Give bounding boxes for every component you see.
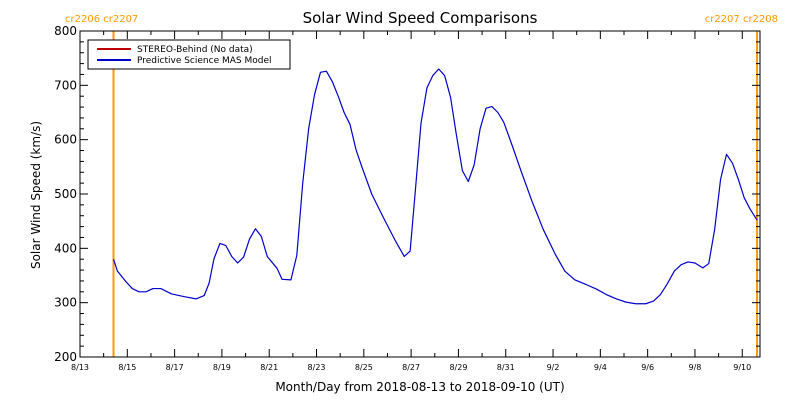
legend-box	[87, 39, 291, 70]
x-tick-label: 8/29	[449, 363, 467, 372]
x-tick-label: 8/21	[260, 363, 278, 372]
y-tick-label: 500	[54, 187, 77, 201]
x-tick-label: 9/6	[641, 363, 654, 372]
x-tick-label: 8/13	[71, 363, 89, 372]
x-tick-label: 8/15	[118, 363, 136, 372]
y-tick-label: 700	[54, 78, 77, 92]
legend-entry: Predictive Science MAS Model	[137, 56, 272, 66]
x-tick-label: 8/25	[355, 363, 373, 372]
x-tick-label: 9/4	[594, 363, 607, 372]
legend-entry: STEREO-Behind (No data)	[137, 45, 253, 55]
y-tick-label: 600	[54, 133, 77, 147]
y-tick-label: 800	[54, 24, 77, 38]
series-line	[112, 68, 758, 305]
x-tick-label: 9/10	[733, 363, 751, 372]
x-tick-label: 8/17	[166, 363, 184, 372]
carrington-marker-label: cr2206 cr2207	[65, 14, 138, 25]
y-tick-label: 400	[54, 241, 77, 255]
x-tick-label: 8/27	[402, 363, 420, 372]
axes: 200 300 400 500 600 700 800 8/13 8/15 8/17 8/19 8/2…	[54, 24, 761, 372]
y-tick-label: 200	[54, 350, 77, 364]
x-axis-label: Month/Day from 2018-08-13 to 2018-09-10 …	[275, 380, 564, 394]
series-layer	[112, 68, 758, 305]
chart-title: Solar Wind Speed Comparisons	[303, 9, 538, 27]
legend: STEREO-Behind (No data)Predictive Scienc…	[87, 39, 291, 70]
x-tick-label: 9/2	[547, 363, 560, 372]
x-tick-label: 8/23	[308, 363, 326, 372]
x-tick-label: 8/19	[213, 363, 231, 372]
plot-frame	[79, 30, 761, 358]
y-axis-label: Solar Wind Speed (km/s)	[29, 121, 43, 269]
x-tick-label: 9/8	[689, 363, 702, 372]
y-tick-label: 300	[54, 296, 77, 310]
x-tick-label: 8/31	[497, 363, 515, 372]
carrington-marker-label: cr2207 cr2208	[705, 14, 778, 25]
